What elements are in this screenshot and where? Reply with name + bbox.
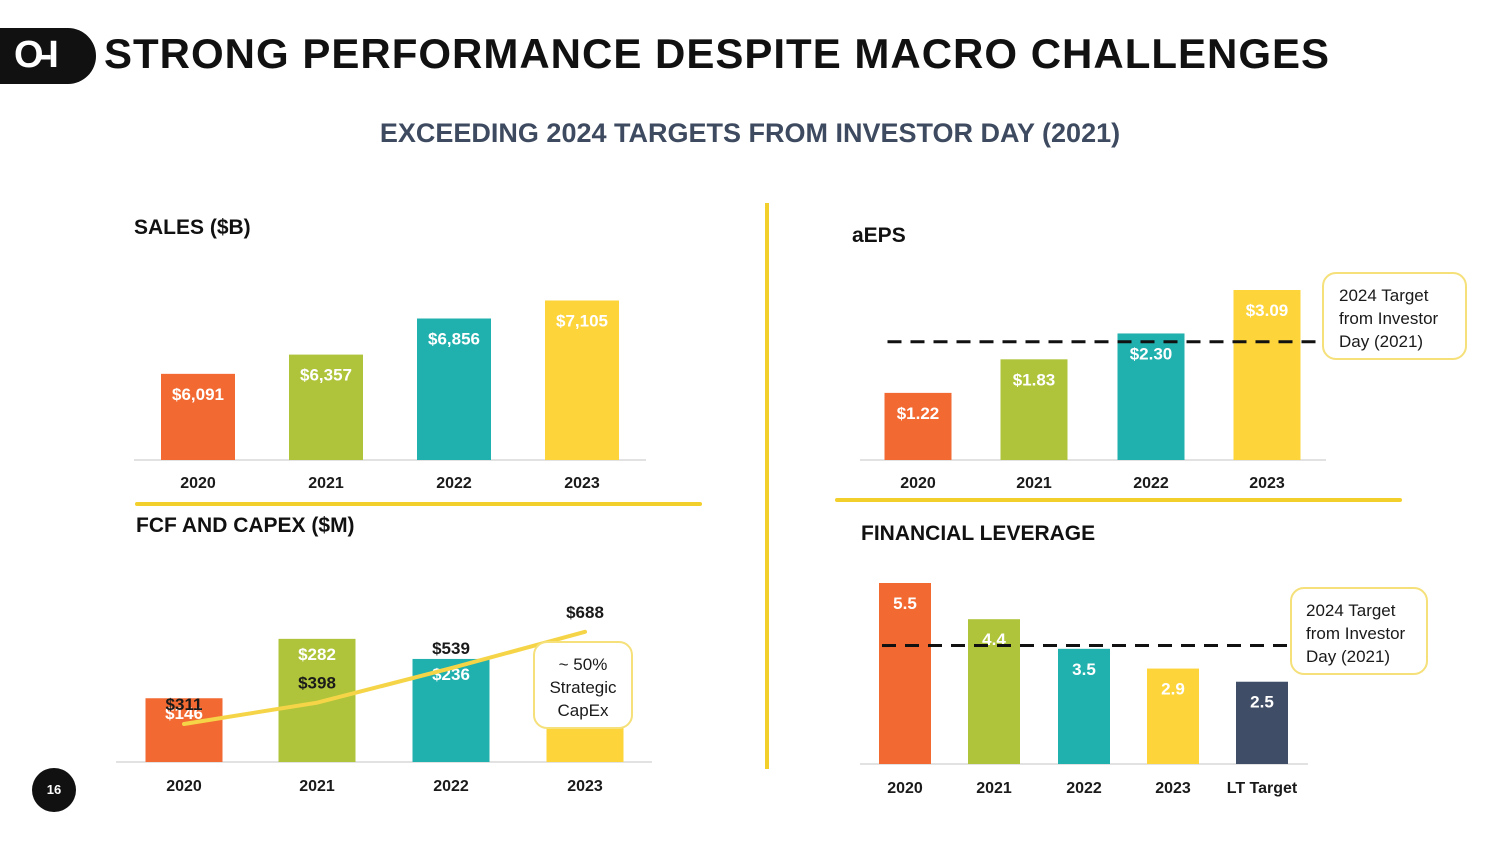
capex-callout: ~ 50% Strategic CapEx — [533, 641, 633, 729]
fcf-bar-label: $282 — [298, 645, 336, 664]
leverage-category-label: 2022 — [1066, 780, 1102, 797]
leverage-bar-label: 2.9 — [1161, 680, 1185, 699]
leverage-category-label: LT Target — [1227, 780, 1298, 797]
capex-line — [182, 629, 587, 726]
leverage-bar-label: 3.5 — [1072, 660, 1096, 679]
right-horizontal-divider — [835, 498, 1402, 502]
aeps-bar-2022 — [1117, 333, 1185, 460]
leverage-bar-2021 — [968, 619, 1020, 764]
sales-bar-label: $6,357 — [300, 366, 352, 385]
capex-callout-line-1: ~ 50% — [558, 655, 608, 674]
leverage-panel-title: FINANCIAL LEVERAGE — [861, 522, 1096, 545]
capex-label: $398 — [298, 674, 336, 693]
leverage-bar-2020 — [879, 583, 931, 764]
vertical-divider — [765, 203, 769, 769]
leverage-target-callout: 2024 Target from Investor Day (2021) — [1290, 587, 1428, 675]
sales-bar-label: $6,091 — [172, 385, 224, 404]
capex-callout-line-3: CapEx — [557, 701, 609, 720]
sales-bar-2021 — [289, 354, 363, 460]
page-title: STRONG PERFORMANCE DESPITE MACRO CHALLEN… — [104, 30, 1331, 77]
aeps-bar-2020 — [884, 392, 952, 460]
aeps-bar-label: $3.09 — [1246, 301, 1289, 320]
aeps-bar-label: $1.22 — [897, 404, 940, 423]
leverage-callout-line-1: 2024 Target — [1306, 601, 1396, 620]
sales-category-label: 2023 — [564, 475, 600, 492]
aeps-category-label: 2022 — [1133, 475, 1169, 492]
aeps-callout-line-1: 2024 Target — [1339, 286, 1429, 305]
fcf-bar-2021 — [278, 638, 356, 762]
aeps-callout-line-3: Day (2021) — [1339, 332, 1424, 351]
page-subtitle: EXCEEDING 2024 TARGETS FROM INVESTOR DAY… — [379, 118, 1121, 148]
leverage-category-label: 2023 — [1155, 780, 1191, 797]
aeps-bar-label: $1.83 — [1013, 370, 1056, 389]
fcf-category-label: 2023 — [567, 778, 603, 795]
aeps-bar-label: $2.30 — [1130, 344, 1173, 363]
aeps-bar-2021 — [1000, 359, 1068, 460]
sales-bar-label: $7,105 — [556, 311, 608, 330]
fcf-bar-2020 — [145, 698, 223, 762]
logo-badge: O-I — [0, 28, 96, 84]
leverage-callout-line-2: from Investor — [1306, 624, 1406, 643]
leverage-category-label: 2021 — [976, 780, 1012, 797]
aeps-category-label: 2023 — [1249, 475, 1285, 492]
aeps-bar-2023 — [1233, 290, 1301, 460]
fcf-category-label: 2022 — [433, 778, 469, 795]
sales-bar-2020 — [161, 373, 235, 460]
leverage-callout-line-3: Day (2021) — [1306, 647, 1391, 666]
leverage-category-label: 2020 — [887, 780, 923, 797]
sales-bar-2022 — [417, 318, 491, 460]
capex-callout-line-2: Strategic — [549, 678, 617, 697]
capex-label: $539 — [432, 639, 470, 658]
page-number: 16 — [32, 768, 76, 812]
fcf-panel-title: FCF AND CAPEX ($M) — [136, 514, 355, 537]
aeps-panel-title: aEPS — [852, 224, 906, 247]
leverage-bar-2023 — [1147, 668, 1199, 764]
leverage-bar-lt-target — [1236, 681, 1288, 764]
sales-category-label: 2021 — [308, 475, 344, 492]
aeps-callout-line-2: from Investor — [1339, 309, 1439, 328]
aeps-category-label: 2021 — [1016, 475, 1052, 492]
sales-bar-2023 — [545, 300, 619, 460]
company-logo: O-I — [14, 34, 59, 76]
fcf-bar-label: $146 — [165, 704, 203, 723]
capex-label: $311 — [166, 695, 203, 714]
leverage-bar-label: 5.5 — [893, 594, 917, 613]
sales-panel-title: SALES ($B) — [134, 216, 251, 239]
sales-category-label: 2020 — [180, 475, 216, 492]
aeps-category-label: 2020 — [900, 475, 936, 492]
capex-label: $688 — [566, 603, 604, 622]
sales-bar-label: $6,856 — [428, 330, 480, 349]
fcf-category-label: 2020 — [166, 778, 202, 795]
aeps-target-callout: 2024 Target from Investor Day (2021) — [1322, 272, 1467, 360]
sales-category-label: 2022 — [436, 475, 472, 492]
leverage-bar-2022 — [1058, 648, 1110, 764]
leverage-bar-label: 2.5 — [1250, 693, 1274, 712]
left-horizontal-divider — [135, 502, 702, 506]
fcf-category-label: 2021 — [299, 778, 335, 795]
